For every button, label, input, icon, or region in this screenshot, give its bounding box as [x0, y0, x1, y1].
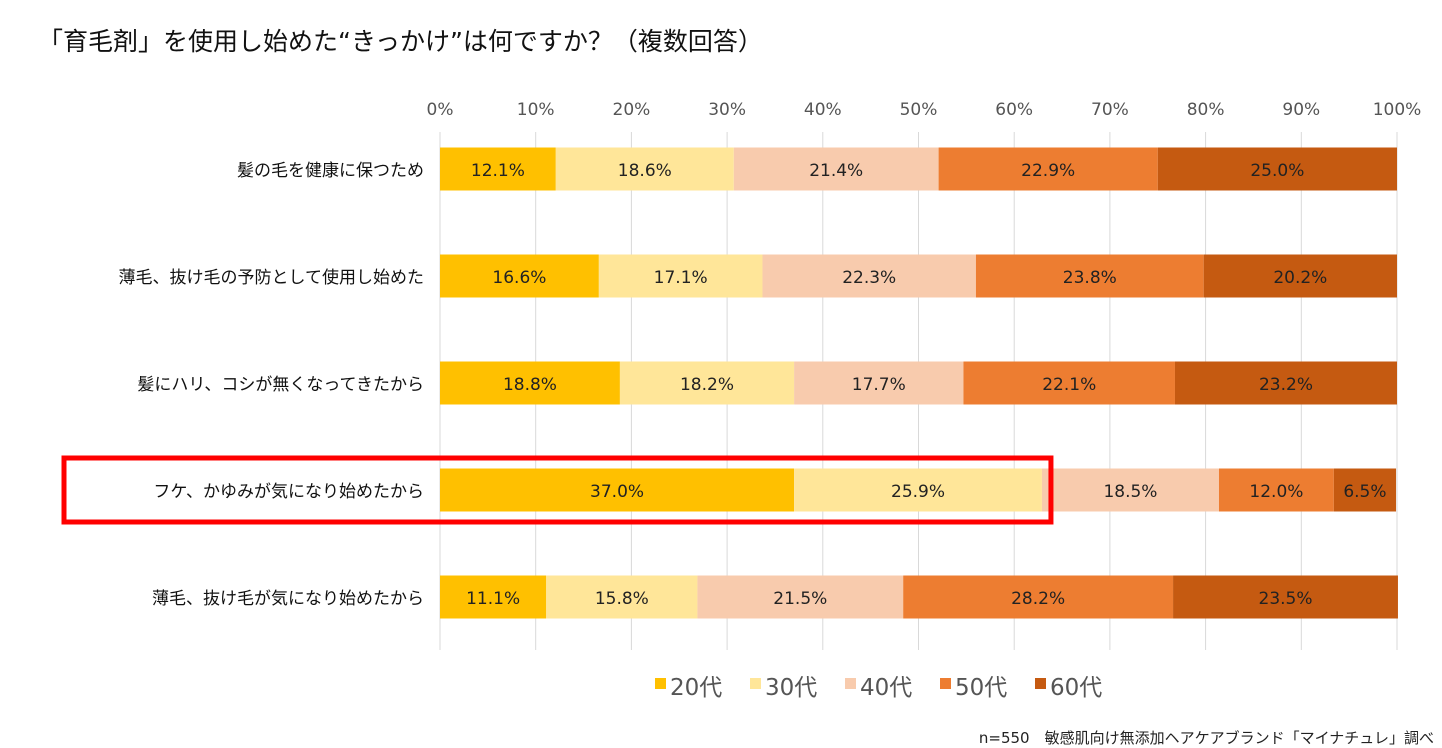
bar-segment-50代: [975, 254, 1204, 298]
x-tick-label: 50%: [900, 100, 938, 120]
bar-segment-60代: [1203, 254, 1397, 298]
data-label: 22.3%: [842, 268, 896, 288]
x-tick-label: 90%: [1282, 100, 1320, 120]
x-tick-label: 30%: [708, 100, 746, 120]
bar-segment-40代: [697, 575, 904, 619]
bar-segment-20代: [440, 254, 599, 298]
data-label: 16.6%: [492, 268, 546, 288]
bar-segment-50代: [1218, 468, 1334, 512]
bar-segment-60代: [1157, 147, 1397, 191]
highlight-box: [61, 455, 1054, 525]
bar-segment-50代: [963, 361, 1175, 405]
data-label: 12.1%: [471, 161, 525, 181]
bar-segment-30代: [555, 147, 734, 191]
data-label: 18.5%: [1103, 482, 1157, 502]
data-label: 23.2%: [1259, 375, 1313, 395]
bar-segment-50代: [903, 575, 1174, 619]
bar-segment-40代: [794, 361, 964, 405]
bar-segment-60代: [1333, 468, 1397, 512]
bar-segment-20代: [440, 468, 795, 512]
legend-label: 50代: [955, 675, 1007, 701]
data-label: 6.5%: [1343, 482, 1386, 502]
bar-segment-60代: [1174, 361, 1397, 405]
x-tick-label: 80%: [1187, 100, 1225, 120]
data-label: 28.2%: [1011, 589, 1065, 609]
bar-segment-60代: [1173, 575, 1398, 619]
x-tick-label: 60%: [995, 100, 1033, 120]
legend-swatch-20代: [655, 678, 666, 689]
data-label: 37.0%: [590, 482, 644, 502]
category-label: 薄毛、抜け毛が気になり始めたから: [152, 589, 424, 609]
bar-segment-40代: [1041, 468, 1219, 512]
data-label: 17.7%: [852, 375, 906, 395]
data-label: 12.0%: [1249, 482, 1303, 502]
x-tick-label: 100%: [1373, 100, 1422, 120]
bar-segment-40代: [762, 254, 976, 298]
data-label: 23.8%: [1063, 268, 1117, 288]
bar-segment-30代: [794, 468, 1042, 512]
data-label: 23.5%: [1259, 589, 1313, 609]
data-label: 20.2%: [1273, 268, 1327, 288]
bar-segment-50代: [938, 147, 1158, 191]
legend-label: 20代: [670, 675, 722, 701]
data-label: 11.1%: [466, 589, 520, 609]
footnote: n=550 敏感肌向け無添加ヘアケアブランド「マイナチュレ」調べ: [978, 729, 1434, 747]
bar-segment-40代: [733, 147, 939, 191]
x-tick-label: 0%: [427, 100, 454, 120]
category-label: 髪の毛を健康に保つため: [237, 161, 424, 181]
bar-segment-20代: [440, 361, 620, 405]
data-label: 22.1%: [1042, 375, 1096, 395]
data-label: 25.0%: [1250, 161, 1304, 181]
bar-segment-20代: [440, 147, 556, 191]
bar-segment-30代: [619, 361, 795, 405]
x-tick-label: 20%: [613, 100, 651, 120]
legend-swatch-30代: [750, 678, 761, 689]
legend-label: 30代: [765, 675, 817, 701]
bar-segment-20代: [440, 575, 547, 619]
data-label: 15.8%: [595, 589, 649, 609]
data-label: 17.1%: [654, 268, 708, 288]
x-tick-label: 70%: [1091, 100, 1129, 120]
data-label: 21.5%: [773, 589, 827, 609]
x-tick-label: 10%: [517, 100, 555, 120]
chart-title: 「育毛剤」を使用し始めた“きっかけ”は何ですか？（複数回答）: [38, 27, 763, 56]
legend-swatch-40代: [845, 678, 856, 689]
legend-label: 40代: [860, 675, 912, 701]
data-label: 25.9%: [891, 482, 945, 502]
data-label: 22.9%: [1021, 161, 1075, 181]
data-label: 18.6%: [618, 161, 672, 181]
data-label: 21.4%: [809, 161, 863, 181]
legend-swatch-60代: [1035, 678, 1046, 689]
bar-segment-30代: [598, 254, 763, 298]
data-label: 18.2%: [680, 375, 734, 395]
category-label: フケ、かゆみが気になり始めたから: [153, 482, 424, 502]
data-label: 18.8%: [503, 375, 557, 395]
x-tick-label: 40%: [804, 100, 842, 120]
legend-label: 60代: [1050, 675, 1102, 701]
bar-segment-30代: [546, 575, 698, 619]
category-label: 髪にハリ、コシが無くなってきたから: [137, 375, 424, 395]
legend-swatch-50代: [940, 678, 951, 689]
category-label: 薄毛、抜け毛の予防として使用し始めた: [119, 267, 425, 288]
